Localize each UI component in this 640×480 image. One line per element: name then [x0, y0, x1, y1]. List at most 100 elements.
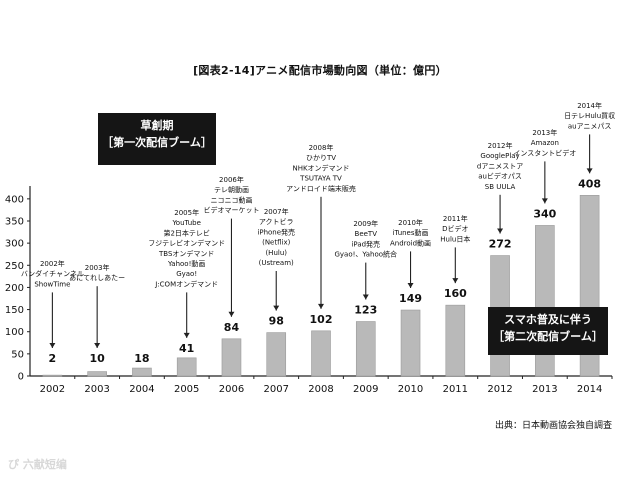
y-tick-label: 100: [5, 327, 24, 338]
annotation-arrowhead-2012: [497, 228, 504, 234]
x-tick-label: 2010: [398, 384, 423, 395]
annotation-2005-line: Yahoo!動画: [167, 259, 205, 268]
x-tick-label: 2007: [264, 384, 289, 395]
annotation-2007-line: アクトビラ: [259, 217, 294, 226]
bar-2003: [87, 371, 107, 377]
annotation-2010-line: 2010年: [398, 218, 423, 227]
data-label-2004: 18: [134, 352, 149, 365]
annotation-arrowhead-2006: [228, 311, 235, 317]
x-tick-label: 2014: [577, 384, 602, 395]
annotation-arrowhead-2007: [273, 305, 280, 311]
era-first-subtitle: ［第一次配信ブーム］: [102, 136, 212, 149]
annotation-2009-line: BeeTV: [355, 230, 378, 238]
watermark-logo: ぴ 六献短编: [8, 458, 67, 471]
annotation-2012-line: SB UULA: [485, 183, 516, 191]
bar-2011: [445, 304, 466, 377]
annotation-2010-line: Android動画: [390, 238, 431, 247]
annotation-2007-line: (Hulu): [265, 249, 287, 257]
x-tick-label: 2006: [219, 384, 244, 395]
data-label-2011: 160: [444, 287, 467, 300]
era-second-subtitle: ［第二次配信ブーム］: [493, 330, 603, 343]
annotation-2002-line: 2002年: [40, 259, 65, 268]
data-label-2010: 149: [399, 292, 422, 305]
bar-2004: [132, 367, 152, 377]
annotation-2002-line: バンダイチャンネル: [21, 269, 84, 278]
data-label-2014: 408: [578, 177, 601, 190]
data-label-2013: 340: [533, 207, 556, 220]
annotation-2012-line: auビデオパス: [478, 172, 522, 181]
data-label-2007: 98: [269, 315, 284, 328]
annotation-2008-line: アンドロイド端末販売: [286, 184, 356, 193]
era-second-title: スマホ普及に伴う: [504, 313, 592, 326]
annotation-2005-line: Gyao!: [176, 270, 197, 278]
x-tick-label: 2009: [353, 384, 378, 395]
era-first-title: 草創期: [140, 119, 174, 132]
y-tick-label: 300: [5, 239, 24, 250]
annotation-2012-line: 2012年: [488, 141, 513, 150]
data-label-2003: 10: [89, 352, 105, 365]
y-tick-label: 150: [5, 305, 24, 316]
y-tick-label: 50: [11, 349, 24, 360]
annotation-2005-line: J:COMオンデマンド: [154, 279, 218, 288]
x-tick-label: 2003: [84, 384, 109, 395]
era-second-box: スマホ普及に伴う ［第二次配信ブーム］: [488, 307, 608, 355]
x-tick-label: 2012: [487, 384, 512, 395]
annotation-2006-line: ニコニコ動画: [210, 195, 252, 204]
annotation-2007-line: iPhone発売: [257, 227, 295, 236]
annotation-2014-line: 日テレHulu買収: [564, 112, 615, 120]
annotation-arrowhead-2013: [541, 198, 548, 204]
bar-2006: [221, 338, 242, 377]
annotation-arrowhead-2009: [362, 294, 369, 300]
y-tick-label: 0: [18, 372, 24, 383]
annotation-2010-line: iTunes動画: [393, 228, 429, 237]
data-label-2012: 272: [489, 238, 512, 251]
annotation-arrowhead-2003: [94, 343, 101, 348]
annotation-2007-line: (Ustream): [259, 259, 294, 267]
annotation-2005-line: 2005年: [174, 208, 199, 217]
annotation-2009-line: Gyao!、Yahoo統合: [334, 250, 397, 259]
annotation-2011-line: Hulu日本: [440, 234, 470, 243]
annotation-2005-line: フジテレビオンデマンド: [148, 239, 225, 248]
x-tick-label: 2002: [40, 384, 65, 395]
bar-2010: [400, 309, 421, 377]
bar-2002: [42, 374, 63, 377]
bar-2007: [266, 332, 287, 377]
annotation-2008-line: NHKオンデマンド: [292, 163, 349, 172]
annotation-arrowhead-2014: [586, 168, 593, 174]
y-tick-label: 400: [5, 194, 24, 205]
annotation-2013-line: インスタントビデオ: [513, 148, 576, 157]
annotation-2014-line: auアニメパス: [568, 122, 612, 130]
annotation-2006-line: テレ朝動画: [214, 185, 249, 194]
era-first-box: 草創期 ［第一次配信ブーム］: [98, 113, 216, 165]
annotation-2012-line: dアニメストア: [477, 162, 523, 170]
source-note: 出典：日本動画協会独自調査: [494, 421, 612, 431]
annotation-2008-line: TSUTAYA TV: [299, 175, 342, 183]
annotation-2009-line: iPad発売: [351, 239, 380, 248]
x-tick-label: 2004: [129, 384, 154, 395]
x-tick-label: 2013: [532, 384, 557, 395]
bar-2008: [311, 330, 331, 377]
annotation-2008-line: ひかりTV: [306, 154, 336, 162]
annotation-2011-line: Dビデオ: [442, 224, 468, 233]
x-tick-label: 2005: [174, 384, 199, 395]
x-tick-label: 2008: [308, 384, 333, 395]
annotation-2006-line: ビデオマーケット: [203, 206, 259, 215]
data-label-2002: 2: [49, 352, 57, 365]
y-tick-label: 200: [5, 283, 24, 294]
annotation-2011-line: 2011年: [443, 214, 468, 223]
annotation-2007-line: 2007年: [264, 207, 289, 216]
annotation-2006-line: 2006年: [219, 175, 244, 184]
annotation-2005-line: TBSオンデマンド: [158, 249, 214, 258]
data-label-2008: 102: [310, 313, 333, 326]
bar-2005: [176, 357, 197, 377]
annotation-2012-line: GooglePlay: [480, 152, 519, 160]
annotation-2002-line: ShowTime: [34, 280, 70, 288]
annotation-2014-line: 2014年: [577, 101, 602, 110]
chart-title: [図表2-14]アニメ配信市場動向図（単位：億円）: [193, 64, 447, 77]
annotation-2005-line: 第2日本テレビ: [163, 228, 209, 237]
annotation-2013-line: Amazon: [531, 139, 559, 147]
y-tick-label: 350: [5, 217, 24, 228]
bar-2009: [355, 321, 376, 377]
annotation-2005-line: YouTube: [171, 219, 200, 227]
